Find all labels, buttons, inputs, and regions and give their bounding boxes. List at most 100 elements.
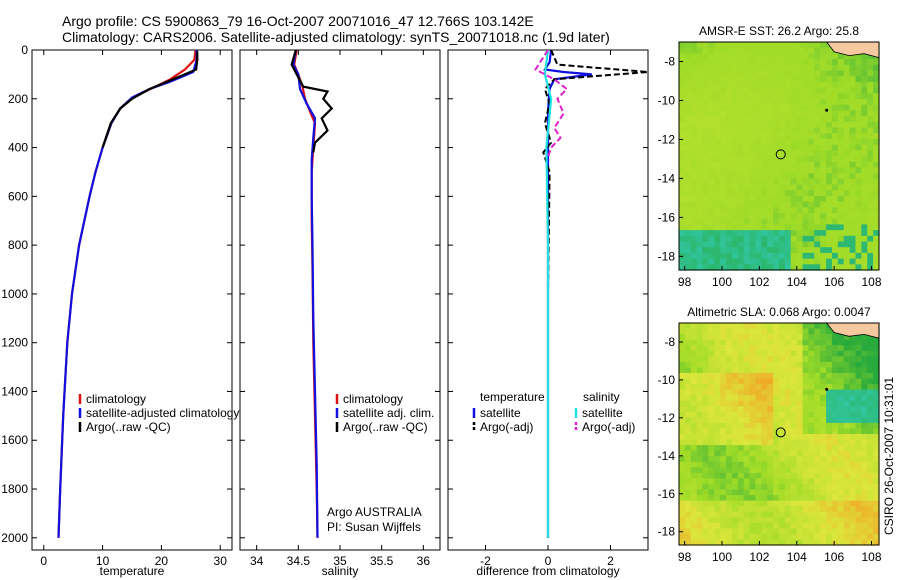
map-cell [708, 247, 715, 254]
legend-diff-sal-satellite-label: satellite [582, 406, 623, 420]
map-cell [855, 144, 862, 151]
map-cell [743, 161, 751, 168]
map-cell [802, 64, 810, 72]
map-cell [702, 156, 710, 163]
map-cell [720, 339, 727, 346]
map-cell [837, 472, 845, 479]
map-cell [696, 334, 704, 341]
map-cell [755, 478, 762, 485]
map-cell [731, 235, 739, 243]
map-cell [714, 173, 721, 180]
map-cell [808, 81, 815, 89]
series-line-argo-raw-qc- [101, 51, 199, 148]
map-cell [861, 528, 868, 535]
map-cell [749, 42, 757, 49]
map-cell [773, 328, 780, 335]
map-cell [784, 411, 792, 418]
map-cell [849, 81, 857, 89]
map-cell [837, 461, 845, 468]
map-cell [761, 495, 768, 502]
map-cell [802, 400, 810, 407]
map-cell [779, 207, 786, 214]
map-cell [702, 406, 710, 413]
map-cell [737, 42, 745, 49]
map-cell [679, 184, 686, 191]
map-cell [843, 161, 851, 168]
map-cell [761, 133, 768, 140]
map-cell [690, 367, 698, 374]
map-cell [761, 345, 768, 352]
map-cell [702, 395, 710, 402]
map-cell [855, 389, 862, 396]
map-cell [784, 361, 792, 368]
map-cell [826, 378, 833, 385]
map-cell [790, 334, 798, 341]
map-cell [849, 411, 857, 418]
map-cell [814, 230, 821, 237]
map-cell [708, 395, 715, 402]
map-cell [779, 230, 786, 237]
map-cell [690, 350, 698, 357]
map-cell [855, 195, 862, 203]
map-cell [843, 345, 851, 352]
map-cell [773, 252, 780, 260]
map-cell [826, 511, 833, 518]
map-cell [767, 110, 774, 117]
map-cell [767, 93, 774, 100]
map-cell [720, 184, 727, 191]
map-cell [861, 230, 868, 237]
map-cell [843, 81, 851, 89]
map-cell [867, 372, 874, 380]
map-cell [767, 116, 774, 123]
map-cell [843, 59, 851, 66]
map-cell [714, 195, 721, 203]
map-cell [755, 483, 762, 491]
map-cell [767, 127, 774, 134]
map-cell [855, 511, 862, 518]
map-cell [755, 247, 762, 254]
map-cell [755, 224, 762, 231]
map-cell [784, 207, 792, 214]
map-cell [690, 87, 698, 94]
map-cell [708, 489, 715, 496]
map-cell [826, 411, 833, 418]
map-cell [696, 127, 704, 134]
map-cell [779, 395, 786, 402]
map-cell [726, 218, 733, 225]
map-cell [767, 389, 774, 396]
map-cell [679, 345, 686, 352]
map-cell [820, 161, 827, 168]
map-cell [737, 64, 745, 72]
map-cell [814, 64, 821, 72]
map-cell [767, 64, 774, 72]
map-cell [737, 252, 745, 260]
map-cell [726, 334, 733, 341]
map-cell [855, 64, 862, 72]
map-cell [779, 372, 786, 380]
map-cell [749, 356, 757, 363]
map-cell [826, 345, 833, 352]
map-frame [678, 41, 880, 271]
map-cell [761, 93, 768, 100]
map-cell [773, 378, 780, 385]
map-cell [708, 224, 715, 231]
map-cell [773, 539, 780, 546]
map-cell [702, 467, 710, 474]
map-cell [708, 133, 715, 140]
map-cell [796, 528, 804, 535]
map-cell [737, 378, 745, 385]
map-cell [831, 489, 839, 496]
map-cell [767, 87, 774, 94]
map-cell [808, 400, 815, 407]
map-cell [843, 167, 851, 174]
map-cell [861, 456, 868, 463]
map-cell [755, 264, 762, 271]
map-cell [790, 121, 798, 129]
map-cell [849, 389, 857, 396]
map-cell [831, 70, 839, 77]
map-cell [696, 506, 704, 513]
map-cell [714, 201, 721, 208]
map-cell [808, 184, 815, 191]
map-cell [814, 81, 821, 89]
map-cell [767, 252, 774, 260]
